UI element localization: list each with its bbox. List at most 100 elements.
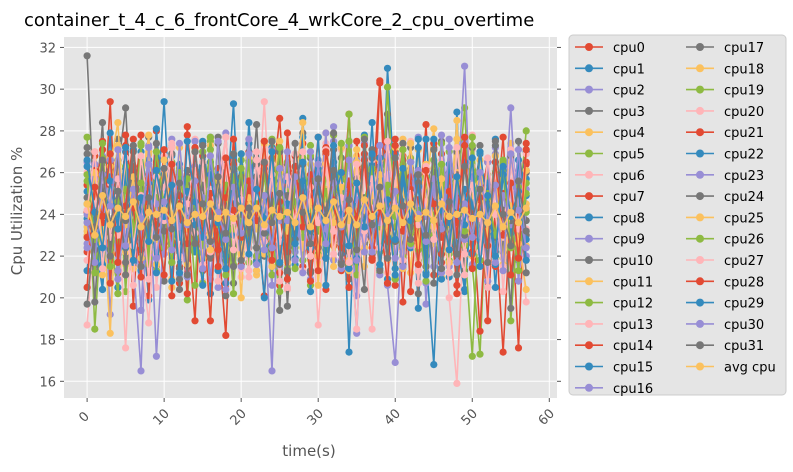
data-point [430,235,438,243]
data-point [253,148,261,156]
y-tick-label: 32 [39,41,56,56]
legend-marker [585,213,593,222]
data-point [291,139,299,147]
data-point [522,269,530,277]
legend-label: cpu18 [724,62,764,77]
data-point [106,98,114,106]
legend-label: cpu20 [724,105,764,120]
data-point [152,233,160,241]
legend-item: cpu17 [686,41,764,56]
data-point [106,252,114,260]
legend-marker [696,362,704,371]
data-point [468,265,476,273]
data-point [268,206,276,214]
x-axis-label: time(s) [282,442,335,460]
data-point [383,110,392,118]
data-point [368,254,376,262]
data-point [106,177,114,185]
data-point [137,194,145,202]
legend-item: cpu26 [686,233,764,248]
legend-marker [696,192,704,201]
data-point [430,200,438,208]
data-point [237,262,245,271]
legend-item: cpu28 [686,275,764,290]
legend-label: cpu2 [613,84,645,99]
data-point [407,288,415,296]
data-point [98,271,107,279]
data-point [322,148,330,156]
data-point [276,137,284,145]
data-point [345,156,353,164]
data-point [137,152,145,160]
legend-marker [585,362,593,371]
data-point [83,300,91,308]
data-point [330,123,338,131]
data-point [106,279,114,287]
data-point [291,256,299,264]
data-point [499,288,507,296]
data-point [507,208,515,216]
data-point [114,258,122,266]
data-point [152,148,160,156]
legend-label: cpu22 [724,148,764,163]
data-point [175,275,184,283]
data-point [491,202,499,210]
data-point [283,275,291,283]
data-point [145,160,153,168]
data-point [129,302,137,310]
data-point [91,258,99,266]
legend-label: cpu25 [724,211,764,226]
data-point [160,271,168,279]
data-point [191,281,199,289]
data-point [137,273,145,281]
data-point [260,137,268,145]
data-point [268,244,276,252]
data-point [399,164,407,173]
data-point [114,290,122,298]
data-point [430,361,438,369]
legend-label: cpu16 [613,382,653,397]
data-point [222,292,230,300]
data-point [514,254,523,262]
legend-item: cpu14 [575,339,653,354]
data-point [306,148,315,156]
data-point [283,129,291,137]
data-point [160,198,168,206]
data-point [468,214,476,223]
data-point [306,223,315,231]
data-point [461,285,469,294]
legend-marker [585,256,593,264]
data-point [145,237,153,246]
legend-marker [696,277,704,286]
legend-label: cpu19 [724,84,764,99]
data-point [175,139,184,147]
data-point [453,173,461,181]
data-point [422,271,430,279]
data-point [206,200,214,208]
data-point [453,379,461,387]
data-point [237,164,245,173]
data-point [407,235,415,243]
data-point [422,300,430,308]
data-point [461,250,469,258]
data-point [152,269,160,277]
data-point [437,265,446,273]
legend-item: cpu25 [686,211,764,226]
y-tick-label: 30 [39,83,56,98]
data-point [106,129,114,137]
data-point [268,219,276,227]
data-point [360,248,368,256]
data-point [276,212,284,221]
data-point [260,294,268,302]
data-point [168,139,176,147]
data-point [507,304,515,312]
data-point [522,227,530,235]
data-point [453,116,461,125]
data-point [422,231,430,239]
data-point [306,288,315,296]
data-point [299,148,307,156]
data-point [91,183,99,191]
data-point [168,217,176,225]
data-point [383,181,392,189]
legend-marker [585,383,593,392]
